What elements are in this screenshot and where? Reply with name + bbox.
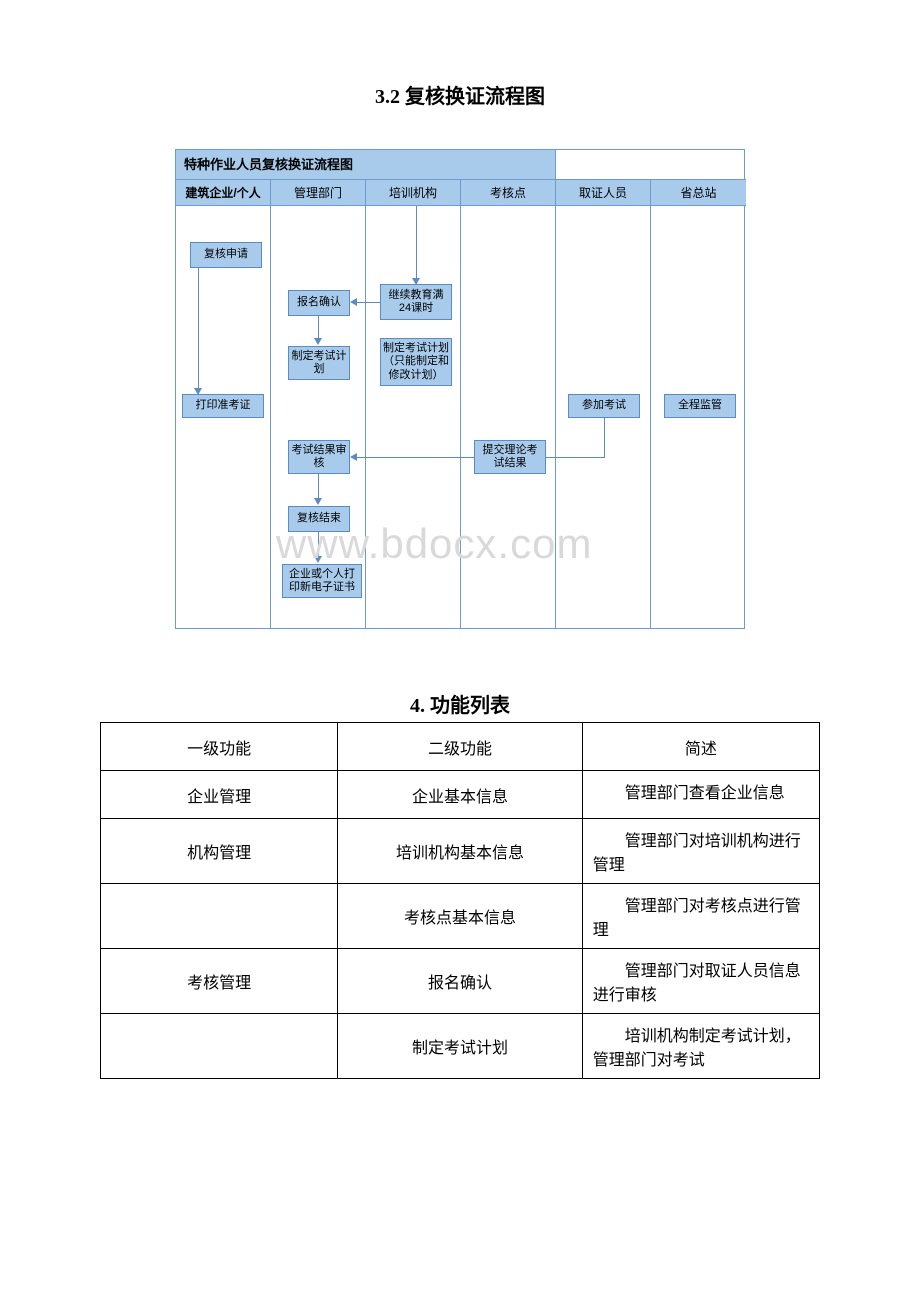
lane-header-1: 建筑企业/个人 bbox=[176, 180, 271, 206]
edge-n7-down bbox=[604, 418, 605, 458]
lane-header-4: 考核点 bbox=[461, 180, 556, 206]
lane-div-1 bbox=[270, 206, 271, 628]
cell-l2: 制定考试计划 bbox=[338, 1014, 582, 1079]
table-row: 企业管理 企业基本信息 管理部门查看企业信息 bbox=[101, 771, 820, 819]
flowchart: 特种作业人员复核换证流程图 建筑企业/个人 管理部门 培训机构 考核点 取证人员… bbox=[175, 149, 745, 629]
cell-l1 bbox=[101, 1014, 338, 1079]
edge-n1-down-head bbox=[194, 388, 202, 395]
edge-n7-n9 bbox=[546, 457, 604, 458]
node-zhiding-jihua: 制定考试计 划 bbox=[288, 346, 350, 380]
node-baoming-queren: 报名确认 bbox=[288, 290, 350, 316]
edge-n3-n2-head bbox=[350, 298, 357, 306]
edge-n11-n12 bbox=[318, 532, 319, 558]
cell-desc: 管理部门查看企业信息 bbox=[582, 771, 819, 819]
table-row: 考核点基本信息 管理部门对考核点进行管理 bbox=[101, 884, 820, 949]
node-quancheng: 全程监管 bbox=[664, 394, 736, 418]
edge-n9-n10 bbox=[356, 457, 474, 458]
cell-desc: 培训机构制定考试计划，管理部门对考试 bbox=[582, 1014, 819, 1079]
cell-l2: 报名确认 bbox=[338, 949, 582, 1014]
node-canjia-kaoshi: 参加考试 bbox=[568, 394, 640, 418]
table-row: 制定考试计划 培训机构制定考试计划，管理部门对考试 bbox=[101, 1014, 820, 1079]
th-level1: 一级功能 bbox=[101, 723, 338, 771]
flowchart-top-empty bbox=[556, 150, 746, 180]
edge-n9-n10-head bbox=[350, 453, 357, 461]
cell-l2: 企业基本信息 bbox=[338, 771, 582, 819]
edge-n11-n12-head bbox=[314, 556, 322, 563]
node-fuhe-jieshu: 复核结束 bbox=[288, 506, 350, 532]
table-header-row: 一级功能 二级功能 简述 bbox=[101, 723, 820, 771]
node-tijiao-lilun: 提交理论考 试结果 bbox=[474, 440, 546, 474]
lane-div-2 bbox=[365, 206, 366, 628]
flowchart-title: 特种作业人员复核换证流程图 bbox=[176, 150, 556, 180]
edge-n1-down bbox=[198, 268, 199, 394]
cell-l1: 考核管理 bbox=[101, 949, 338, 1014]
lane-header-6: 省总站 bbox=[651, 180, 746, 206]
table-row: 考核管理 报名确认 管理部门对取证人员信息进行审核 bbox=[101, 949, 820, 1014]
edge-n2-n4 bbox=[318, 316, 319, 340]
cell-l1: 机构管理 bbox=[101, 819, 338, 884]
lane-header-2: 管理部门 bbox=[271, 180, 366, 206]
flowchart-container: 特种作业人员复核换证流程图 建筑企业/个人 管理部门 培训机构 考核点 取证人员… bbox=[100, 149, 820, 629]
cell-l2: 考核点基本信息 bbox=[338, 884, 582, 949]
edge-n10-n11-head bbox=[314, 498, 322, 505]
cell-l1: 企业管理 bbox=[101, 771, 338, 819]
section-4-title: 4. 功能列表 bbox=[100, 689, 820, 718]
table-row: 机构管理 培训机构基本信息 管理部门对培训机构进行管理 bbox=[101, 819, 820, 884]
cell-l1 bbox=[101, 884, 338, 949]
node-dayin-zhengshu: 企业或个人打 印新电子证书 bbox=[282, 564, 362, 598]
lane-header-5: 取证人员 bbox=[556, 180, 651, 206]
node-kaoshi-shenhe: 考试结果审 核 bbox=[288, 440, 350, 474]
edge-n10-n11 bbox=[318, 474, 319, 500]
cell-desc: 管理部门对取证人员信息进行审核 bbox=[582, 949, 819, 1014]
edge-n3-n2 bbox=[356, 302, 380, 303]
th-desc: 简述 bbox=[582, 723, 819, 771]
node-dayin-zhunkao: 打印准考证 bbox=[182, 394, 264, 418]
lane-div-3 bbox=[460, 206, 461, 628]
edge-top-n3-head bbox=[412, 278, 420, 285]
lane-div-4 bbox=[555, 206, 556, 628]
cell-desc: 管理部门对考核点进行管理 bbox=[582, 884, 819, 949]
lane-div-5 bbox=[650, 206, 651, 628]
cell-l2: 培训机构基本信息 bbox=[338, 819, 582, 884]
th-level2: 二级功能 bbox=[338, 723, 582, 771]
section-3-2-title: 3.2 复核换证流程图 bbox=[100, 80, 820, 109]
function-table: 一级功能 二级功能 简述 企业管理 企业基本信息 管理部门查看企业信息 机构管理… bbox=[100, 722, 820, 1079]
edge-n2-n4-head bbox=[314, 338, 322, 345]
lane-header-3: 培训机构 bbox=[366, 180, 461, 206]
node-fuhe-shenqing: 复核申请 bbox=[190, 242, 262, 268]
cell-desc: 管理部门对培训机构进行管理 bbox=[582, 819, 819, 884]
node-jixu-jiaoyu: 继续教育满 24课时 bbox=[380, 284, 452, 320]
node-zhiding-jihua2: 制定考试计划 （只能制定和 修改计划） bbox=[380, 338, 452, 386]
edge-top-n3 bbox=[416, 206, 417, 284]
